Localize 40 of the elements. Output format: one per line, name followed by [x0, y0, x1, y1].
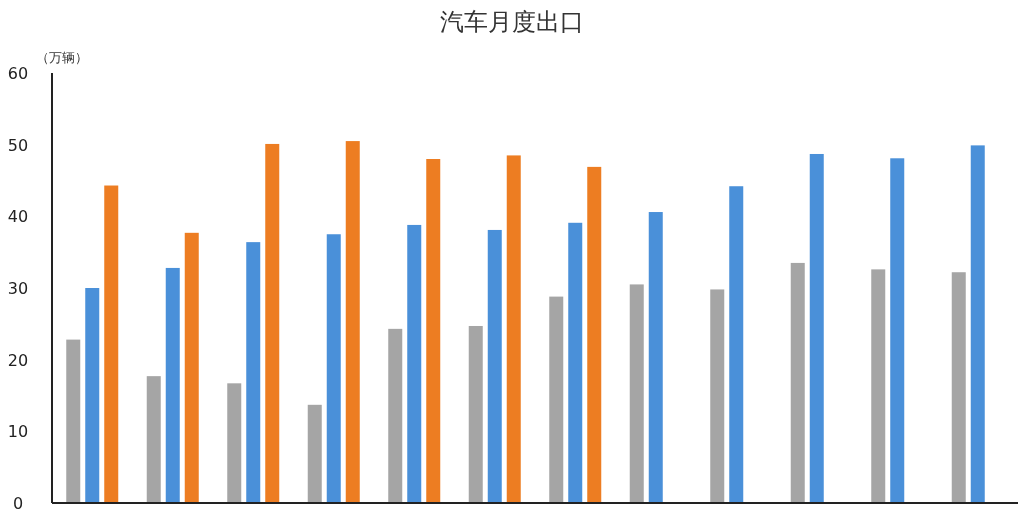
y-tick-label: 40 — [7, 207, 29, 227]
bar — [85, 288, 100, 503]
chart-title: 汽车月度出口 — [439, 8, 584, 36]
bar — [326, 234, 341, 503]
bar — [729, 186, 744, 503]
bar — [66, 339, 81, 503]
bar — [809, 153, 824, 503]
bar — [710, 289, 725, 503]
y-tick-label: 20 — [7, 350, 29, 370]
bar — [951, 272, 966, 503]
bar — [104, 185, 119, 503]
bar — [568, 222, 583, 503]
bar — [587, 166, 602, 503]
bar — [648, 212, 663, 503]
y-tick-label: 30 — [7, 279, 29, 298]
bar — [246, 242, 261, 503]
bar — [629, 284, 644, 503]
y-tick-label: 10 — [7, 422, 29, 442]
bar — [970, 145, 985, 503]
bar — [265, 143, 280, 503]
y-tick-label: 60 — [7, 64, 29, 83]
bar — [165, 267, 180, 503]
bar — [871, 269, 886, 503]
bar — [407, 224, 422, 503]
bar — [890, 158, 905, 503]
bar — [388, 328, 403, 503]
y-axis-title: （万辆） — [36, 50, 88, 65]
y-tick-label: 0 — [12, 494, 24, 512]
bar — [468, 325, 483, 503]
bar — [426, 159, 441, 503]
bar — [487, 229, 502, 503]
y-tick-label: 50 — [7, 135, 29, 155]
bar — [307, 404, 322, 503]
bar — [227, 383, 242, 503]
bar — [549, 296, 564, 503]
bar — [506, 155, 521, 503]
bar — [790, 262, 805, 503]
bar — [345, 141, 360, 503]
bar — [184, 232, 199, 503]
bar — [146, 376, 161, 503]
